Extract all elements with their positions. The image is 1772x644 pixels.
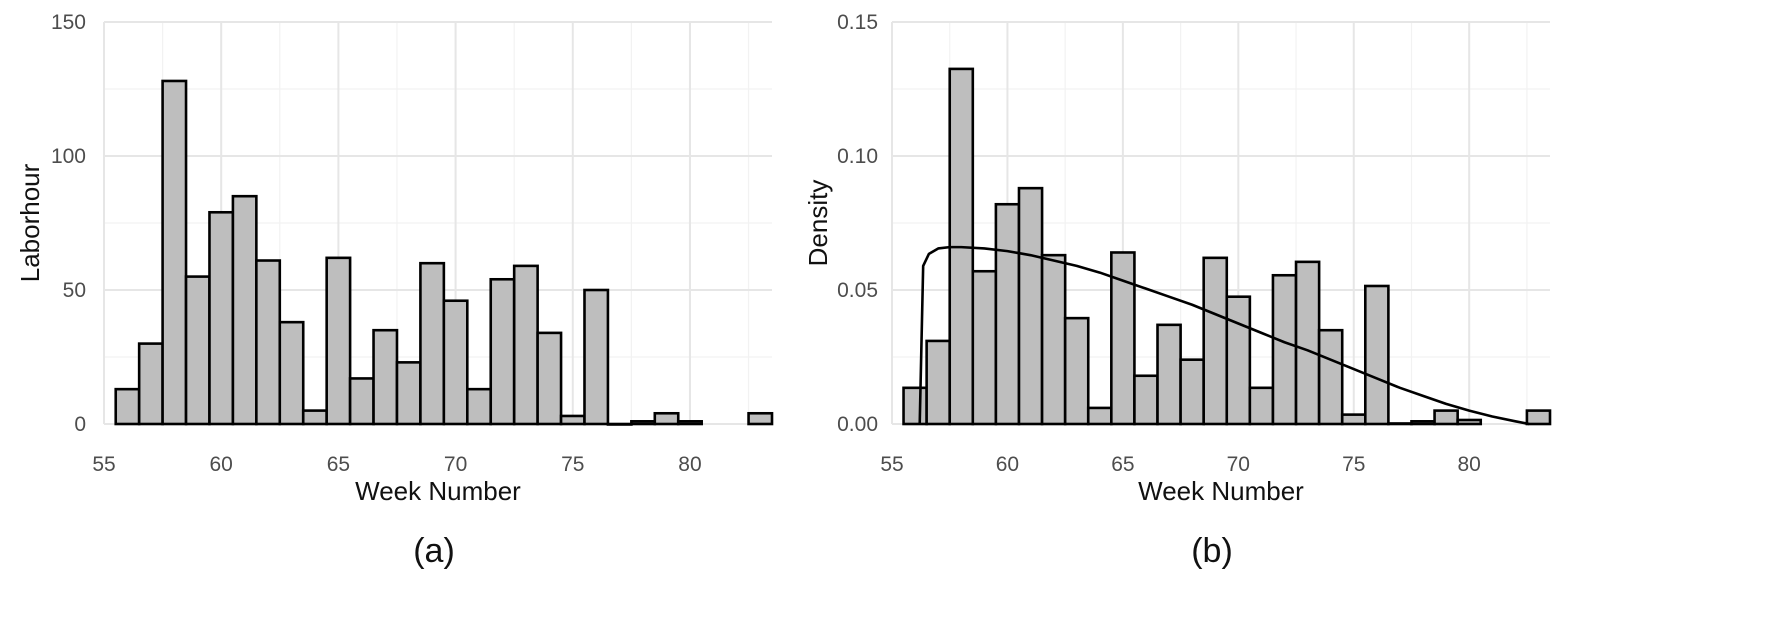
- x-tick-label: 80: [678, 453, 701, 476]
- histogram-bar: [301, 409, 328, 426]
- panel-b-y-axis-title: Density: [803, 180, 833, 267]
- histogram-bar: [255, 259, 282, 426]
- histogram-bar: [1294, 260, 1321, 426]
- histogram-bar: [559, 414, 586, 426]
- x-tick-label: 55: [92, 453, 115, 476]
- histogram-bar: [184, 275, 211, 426]
- panel-a-chart: 0 50 100 150 55 60 65 70 75 80 Week Number Labor…: [15, 11, 774, 570]
- x-tick-label: 75: [1342, 453, 1365, 476]
- histogram-bar: [653, 411, 680, 426]
- histogram-bar: [512, 264, 539, 426]
- histogram-bar: [1363, 284, 1390, 426]
- histogram-bar: [583, 288, 610, 426]
- histogram-bar: [1017, 186, 1044, 426]
- histogram-bar: [208, 210, 235, 426]
- histogram-bar: [442, 299, 469, 426]
- panel-a-y-axis-title: Laborhour: [15, 163, 45, 282]
- histogram-bar: [902, 386, 928, 426]
- x-tick-label: 65: [327, 453, 350, 476]
- histogram-bar: [676, 420, 703, 426]
- histogram-bar: [1133, 374, 1159, 426]
- histogram-bar: [1202, 256, 1229, 426]
- histogram-bar: [971, 269, 998, 426]
- histogram-bar: [1086, 406, 1113, 426]
- panel-b-x-axis-title: Week Number: [1138, 476, 1304, 506]
- panel-a-x-tick-labels: 55 60 65 70 75 80: [92, 453, 701, 476]
- x-tick-label: 75: [561, 453, 584, 476]
- histogram-bar: [465, 387, 493, 426]
- histogram-bar: [1433, 409, 1459, 426]
- y-tick-label: 0.00: [837, 413, 878, 436]
- y-tick-label: 0.15: [837, 11, 878, 34]
- x-tick-label: 70: [1227, 453, 1250, 476]
- histogram-bar: [1179, 358, 1205, 426]
- panel-b-bars: [902, 67, 1552, 426]
- panel-a-caption: (a): [413, 532, 455, 570]
- panel-a-y-tick-labels: 0 50 100 150: [51, 11, 86, 436]
- histogram-bar: [1110, 251, 1136, 426]
- histogram-bar: [606, 422, 633, 426]
- histogram-bar: [925, 339, 952, 426]
- histogram-bar: [1156, 323, 1182, 426]
- density-curve: [918, 245, 1530, 426]
- histogram-bar: [1456, 418, 1483, 426]
- histogram-bar: [630, 420, 657, 426]
- histogram-bar: [137, 342, 164, 426]
- histogram-bar: [1248, 386, 1275, 426]
- y-tick-label: 50: [63, 279, 86, 302]
- histogram-bar: [1317, 328, 1344, 426]
- histogram-bar: [231, 194, 258, 426]
- histogram-bar: [994, 202, 1021, 426]
- histogram-bar: [1387, 422, 1413, 426]
- y-tick-label: 0.05: [837, 279, 878, 302]
- panel-b-curve: [918, 245, 1530, 426]
- histogram-bar: [1063, 316, 1090, 426]
- histogram-bar: [325, 256, 352, 426]
- panel-b-x-tick-labels: 55 60 65 70 75 80: [880, 453, 1481, 476]
- x-tick-label: 60: [210, 453, 233, 476]
- histogram-bar: [1271, 273, 1298, 426]
- y-tick-label: 0: [74, 413, 86, 436]
- histogram-bar: [278, 320, 305, 426]
- x-tick-label: 70: [444, 453, 467, 476]
- panel-b-caption: (b): [1191, 532, 1233, 570]
- histogram-bar: [372, 328, 399, 426]
- histogram-bar: [489, 277, 516, 426]
- panel-b-chart: 0.00 0.05 0.10 0.15 55 60 65 70 75 80 Week Numbe…: [803, 11, 1552, 570]
- histogram-bar: [747, 411, 774, 426]
- y-tick-label: 0.10: [837, 145, 878, 168]
- histogram-bar: [348, 377, 375, 426]
- histogram-bar: [114, 387, 141, 426]
- histogram-bar: [1225, 295, 1252, 426]
- panel-a-bars: [114, 79, 774, 426]
- x-tick-label: 65: [1111, 453, 1134, 476]
- x-tick-label: 80: [1458, 453, 1481, 476]
- panel-a-x-axis-title: Week Number: [355, 476, 521, 506]
- histogram-bar: [1340, 413, 1367, 426]
- y-tick-label: 150: [51, 11, 86, 34]
- y-tick-label: 100: [51, 145, 86, 168]
- histogram-bar: [419, 261, 446, 426]
- x-tick-label: 60: [996, 453, 1019, 476]
- x-tick-label: 55: [880, 453, 903, 476]
- histogram-bar: [1410, 420, 1436, 426]
- histogram-bar: [1525, 409, 1552, 426]
- histogram-bar: [536, 331, 563, 426]
- histogram-bar: [1040, 253, 1067, 426]
- histogram-bar: [395, 361, 422, 426]
- panel-b-y-tick-labels: 0.00 0.05 0.10 0.15: [837, 11, 878, 436]
- histogram-bar: [161, 79, 188, 426]
